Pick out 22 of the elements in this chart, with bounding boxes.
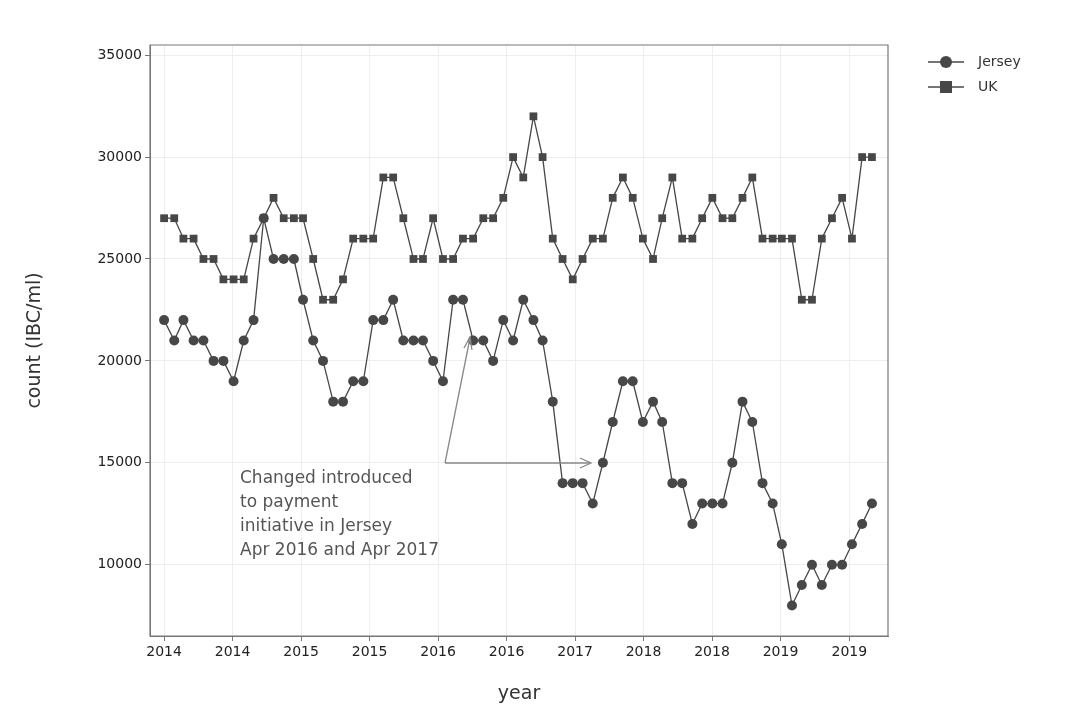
y-tick-label: 15000 bbox=[97, 453, 142, 470]
x-tick-label: 2019 bbox=[762, 643, 799, 660]
x-tick-label: 2014 bbox=[146, 643, 182, 660]
y-tick-label: 10000 bbox=[97, 555, 142, 572]
x-tick-label: 2018 bbox=[694, 643, 730, 660]
x-tick-label: 2014 bbox=[214, 643, 251, 660]
x-tick-label: 2016 bbox=[420, 643, 456, 660]
y-tick-label: 25000 bbox=[97, 249, 142, 266]
x-tick-label: 2018 bbox=[625, 643, 662, 660]
y-axis-title: count (IBC/ml) bbox=[22, 272, 45, 409]
legend-label: UK bbox=[978, 77, 999, 94]
x-axis-title: year bbox=[497, 680, 541, 703]
y-tick-label: 30000 bbox=[97, 147, 142, 164]
y-tick-label: 35000 bbox=[97, 45, 142, 62]
x-tick-label: 2015 bbox=[283, 643, 319, 660]
x-tick-label: 2019 bbox=[831, 643, 868, 660]
x-tick-label: 2015 bbox=[351, 643, 388, 660]
annotation: Changed introduced to payment initiative in Jersey Apr 2016 and Apr 2017 bbox=[240, 466, 439, 561]
x-tick-label: 2017 bbox=[557, 643, 593, 660]
y-tick-label: 20000 bbox=[97, 351, 142, 368]
legend-label: Jersey bbox=[977, 52, 1021, 69]
x-tick-label: 2016 bbox=[488, 643, 525, 660]
